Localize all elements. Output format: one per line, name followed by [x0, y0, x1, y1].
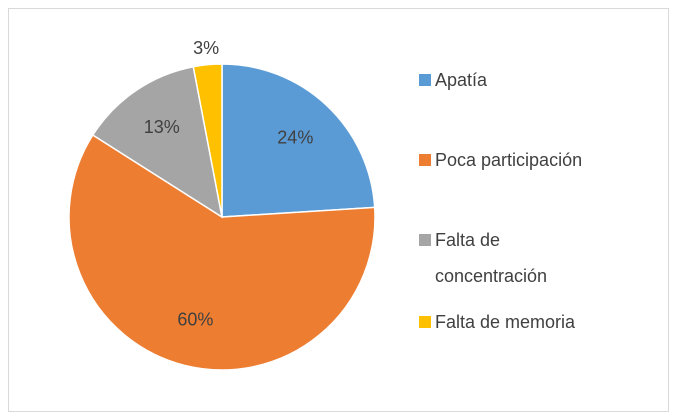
legend-label: Apatía: [435, 70, 488, 90]
data-label: 3%: [193, 38, 219, 58]
pie-slice: [68, 133, 376, 371]
pie-slice: [192, 63, 223, 218]
legend-item: Falta de memoria: [419, 304, 659, 340]
legend-item: Apatía: [419, 62, 659, 98]
legend-item: Falta de concentración: [419, 222, 659, 294]
legend-item: Poca participación: [419, 142, 659, 178]
legend-swatch: [419, 234, 431, 246]
pie-slice: [91, 65, 224, 219]
legend-label: Falta de memoria: [435, 312, 576, 332]
data-label: 24%: [277, 128, 313, 148]
pie-slice: [221, 63, 376, 218]
legend-swatch: [419, 74, 431, 86]
legend-label: Falta de concentración: [435, 230, 548, 286]
legend-swatch: [419, 316, 431, 328]
data-label: 13%: [144, 117, 180, 137]
legend-swatch: [419, 154, 431, 166]
legend-label: Poca participación: [435, 150, 583, 170]
data-label: 60%: [177, 309, 213, 329]
